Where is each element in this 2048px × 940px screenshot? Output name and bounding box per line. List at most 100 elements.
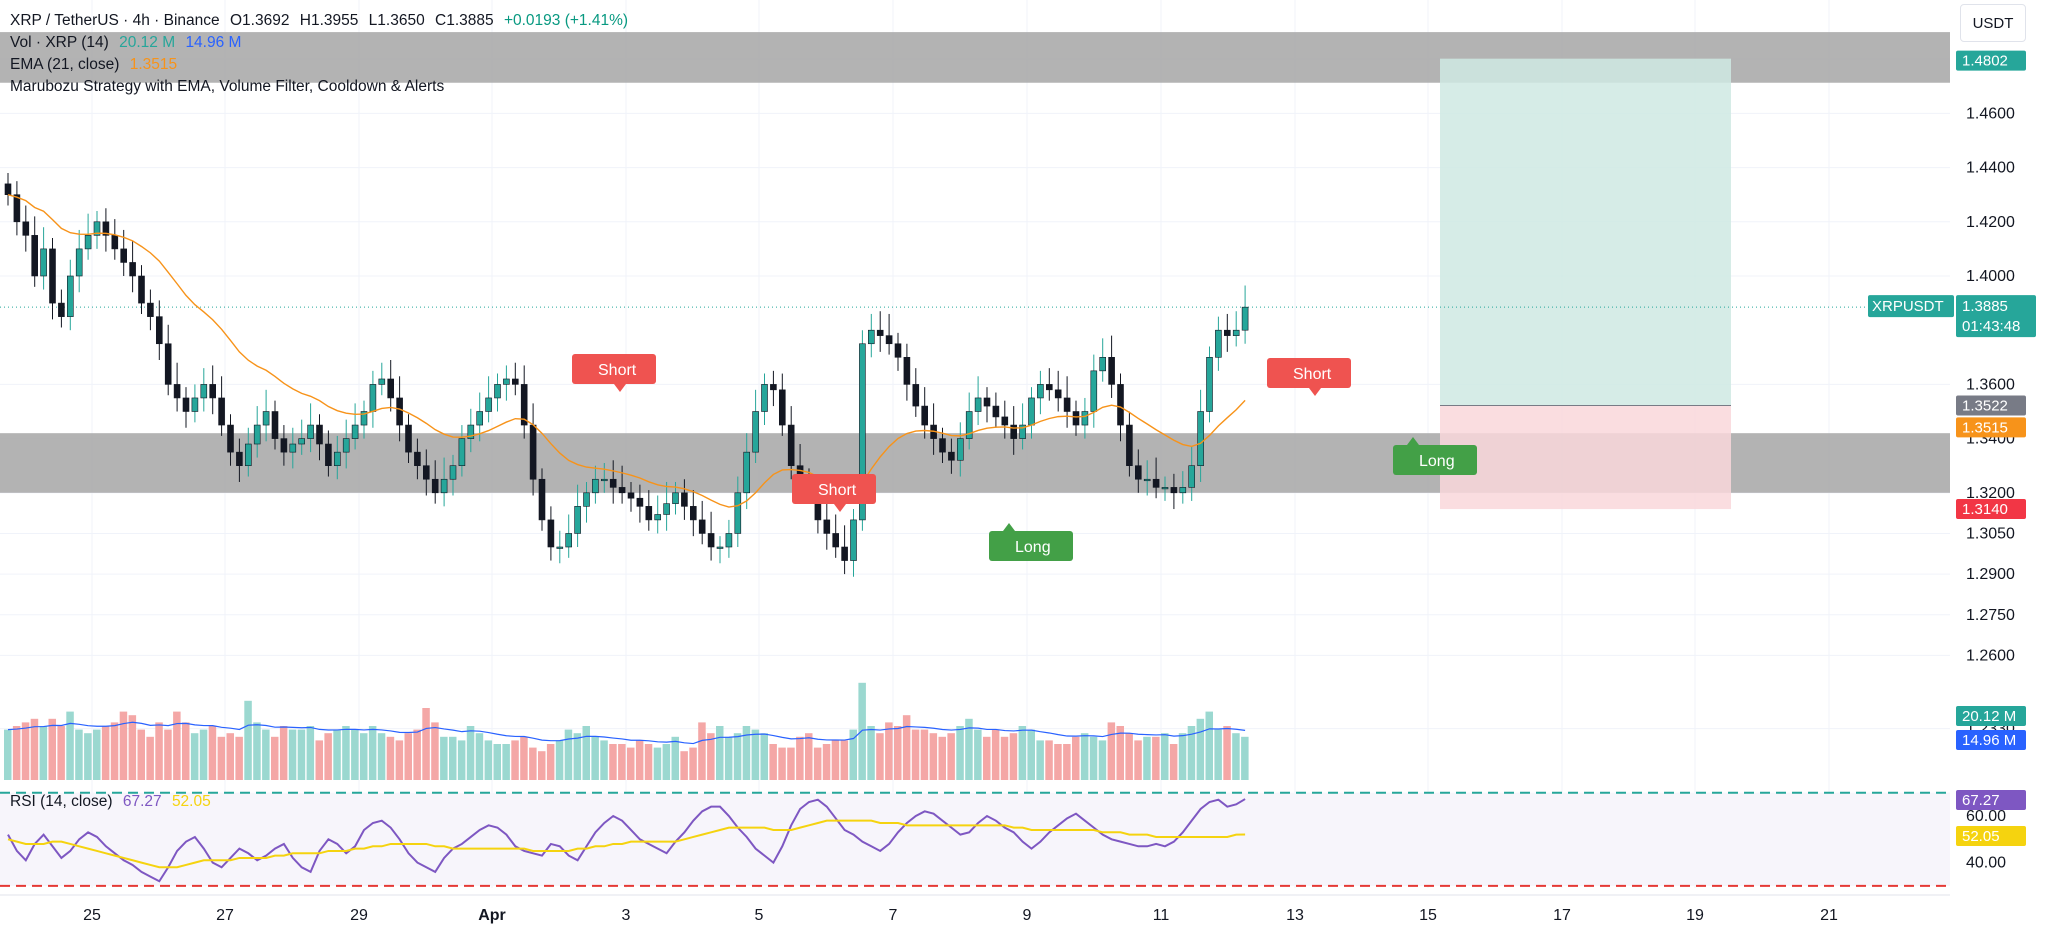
candle-body-97: [867, 329, 875, 345]
candle-body-25: [227, 424, 234, 453]
candle-body-33: [298, 438, 306, 445]
candle-body-69: [618, 487, 626, 494]
symbol-line[interactable]: XRP / TetherUS · 4h · Binance: [10, 12, 220, 29]
volume-bar-83: [742, 726, 751, 780]
volume-legend[interactable]: Vol · XRP (14) 20.12 M 14.96 M: [10, 34, 241, 52]
volume-tag: 20.12 M: [1962, 708, 2016, 725]
volume-bar-81: [724, 736, 733, 780]
volume-bar-86: [769, 744, 777, 780]
volume-bar-131: [1169, 744, 1178, 780]
ema-price-tag-bg: [1956, 417, 2026, 438]
volume-bar-67: [600, 740, 608, 780]
candle-body-9: [84, 235, 92, 250]
candle-body-58: [520, 384, 528, 426]
volume-bar-100: [894, 726, 902, 780]
low-value: L1.3650: [368, 12, 425, 29]
candle-body-30: [271, 411, 279, 439]
ema-legend[interactable]: EMA (21, close) 1.3515: [10, 56, 177, 74]
rsi-label: RSI (14, close): [10, 793, 113, 810]
candle-body-44: [396, 397, 403, 426]
volume-bar-33: [297, 729, 306, 780]
volume-bar-59: [529, 747, 537, 780]
volume-bar-90: [805, 733, 813, 780]
volume-bar-88: [787, 747, 795, 780]
candle-body-76: [681, 492, 688, 507]
candle-body-88: [787, 424, 795, 466]
price-tick-9: 1.2900: [1966, 566, 2015, 583]
volume-bar-51: [457, 740, 466, 780]
volume-bar-107: [956, 726, 964, 780]
currency-selector[interactable]: USDT: [1960, 4, 2026, 42]
signal-short-0: [572, 354, 656, 384]
signal-label-2: Long: [1015, 539, 1051, 556]
volume-bar-12: [110, 722, 119, 780]
volume-bar-87: [778, 747, 786, 780]
volume-bar-32: [288, 729, 297, 780]
candle-body-93: [832, 533, 840, 548]
volume-bar-18: [164, 729, 172, 780]
candle-body-116: [1037, 384, 1044, 399]
candle-body-68: [609, 478, 617, 488]
volume-bar-116: [1036, 740, 1044, 780]
candle-body-35: [316, 424, 323, 445]
signal-long-2: [989, 531, 1073, 561]
volume-bar-53: [475, 733, 484, 780]
rsi-tag-bg: [1956, 790, 2026, 810]
symbol-tag: XRPUSDT: [1872, 298, 1944, 315]
time-tick-5: 5: [755, 907, 764, 924]
volume-bar-45: [404, 733, 412, 780]
candle-body-59: [529, 424, 537, 480]
candle-body-96: [859, 343, 866, 521]
candle-body-117: [1046, 384, 1053, 391]
volume-bar-68: [609, 744, 617, 780]
candle-body-112: [1001, 416, 1009, 426]
volume-bar-40: [360, 733, 368, 780]
volume-bar-3: [30, 718, 39, 780]
signal-label-4: Long: [1419, 453, 1455, 470]
candle-body-13: [120, 248, 127, 263]
volume-bar-99: [885, 722, 893, 780]
candle-body-0: [4, 183, 12, 196]
candle-body-29: [262, 411, 270, 426]
time-tick-0: 25: [83, 907, 101, 924]
strategy-label: Marubozu Strategy with EMA, Volume Filte…: [10, 78, 445, 95]
volume-bar-71: [635, 740, 644, 780]
volume-ma-value: 14.96 M: [185, 34, 242, 51]
volume-bar-64: [573, 733, 582, 780]
volume-bar-127: [1134, 740, 1142, 780]
candle-body-85: [761, 384, 768, 412]
volume-bar-104: [929, 733, 938, 780]
candle-body-26: [236, 451, 243, 466]
candle-body-81: [725, 533, 733, 548]
candle-body-15: [138, 275, 145, 304]
candle-body-98: [876, 329, 884, 336]
volume-bar-37: [333, 729, 341, 780]
volume-bar-137: [1223, 726, 1231, 780]
volume-bar-123: [1098, 740, 1107, 780]
volume-bar-65: [582, 726, 590, 780]
candle-body-2: [22, 221, 30, 236]
candle-body-134: [1197, 411, 1204, 467]
time-tick-7: 9: [1023, 907, 1032, 924]
rsi-tick-0: 60.00: [1966, 808, 2006, 825]
candle-body-51: [458, 438, 466, 467]
volume-bar-0: [4, 729, 12, 780]
volume-bar-48: [431, 722, 439, 780]
volume-bar-115: [1027, 729, 1035, 780]
signal-long-4: [1393, 445, 1477, 475]
candle-body-105: [939, 438, 946, 453]
volume-bar-20: [182, 722, 190, 780]
volume-bar-69: [618, 744, 626, 780]
candle-body-38: [342, 438, 350, 453]
volume-bar-16: [146, 736, 154, 780]
candle-body-125: [1117, 384, 1124, 426]
rsi-legend[interactable]: RSI (14, close) 67.27 52.05: [10, 793, 211, 811]
strategy-legend[interactable]: Marubozu Strategy with EMA, Volume Filte…: [10, 78, 444, 96]
candle-body-49: [440, 478, 448, 494]
volume-bar-44: [395, 740, 404, 780]
candle-body-99: [885, 335, 893, 345]
volume-bar-75: [671, 736, 679, 780]
volume-bar-19: [173, 711, 181, 780]
